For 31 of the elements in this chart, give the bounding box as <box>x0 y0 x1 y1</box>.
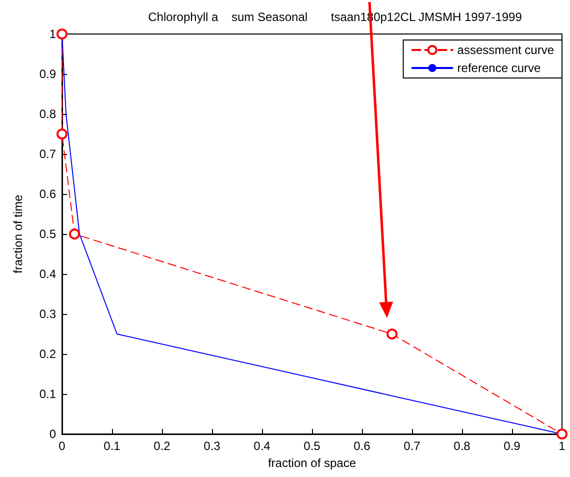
x-tick-label: 1 <box>558 439 566 453</box>
y-tick-label: 0.8 <box>39 107 56 121</box>
x-tick-label: 0.2 <box>154 439 171 453</box>
y-axis-title: fraction of time <box>11 194 25 274</box>
x-tick-label: 0.1 <box>104 439 121 453</box>
legend-label: reference curve <box>457 61 541 75</box>
y-tick-label: 0.2 <box>39 347 56 361</box>
y-tick-label: 0.9 <box>39 67 56 81</box>
y-tick-label: 1 <box>49 27 56 41</box>
point <box>56 128 68 140</box>
y-tick-label: 0.6 <box>39 187 56 201</box>
x-tick-label: 0.3 <box>204 439 221 453</box>
y-tick-label: 0.3 <box>39 307 56 321</box>
legend-label: assessment curve <box>457 43 554 57</box>
x-tick-label: 0.4 <box>254 439 271 453</box>
x-tick-label: 0.9 <box>504 439 521 453</box>
point <box>386 328 398 340</box>
y-tick-label: 0.7 <box>39 147 56 161</box>
y-tick-label: 0 <box>49 427 56 441</box>
point <box>69 228 80 240</box>
point <box>556 428 568 440</box>
x-tick-label: 0.7 <box>404 439 421 453</box>
y-tick-label: 0.1 <box>39 387 56 401</box>
x-tick-label: 0.6 <box>354 439 371 453</box>
x-axis-title: fraction of space <box>268 456 356 470</box>
y-tick-label: 0.4 <box>39 267 56 281</box>
y-tick-label: 0.5 <box>39 227 56 241</box>
x-tick-label: 0 <box>58 439 66 453</box>
x-tick-label: 0.8 <box>454 439 471 453</box>
point <box>56 28 68 40</box>
x-tick-label: 0.5 <box>304 439 321 453</box>
